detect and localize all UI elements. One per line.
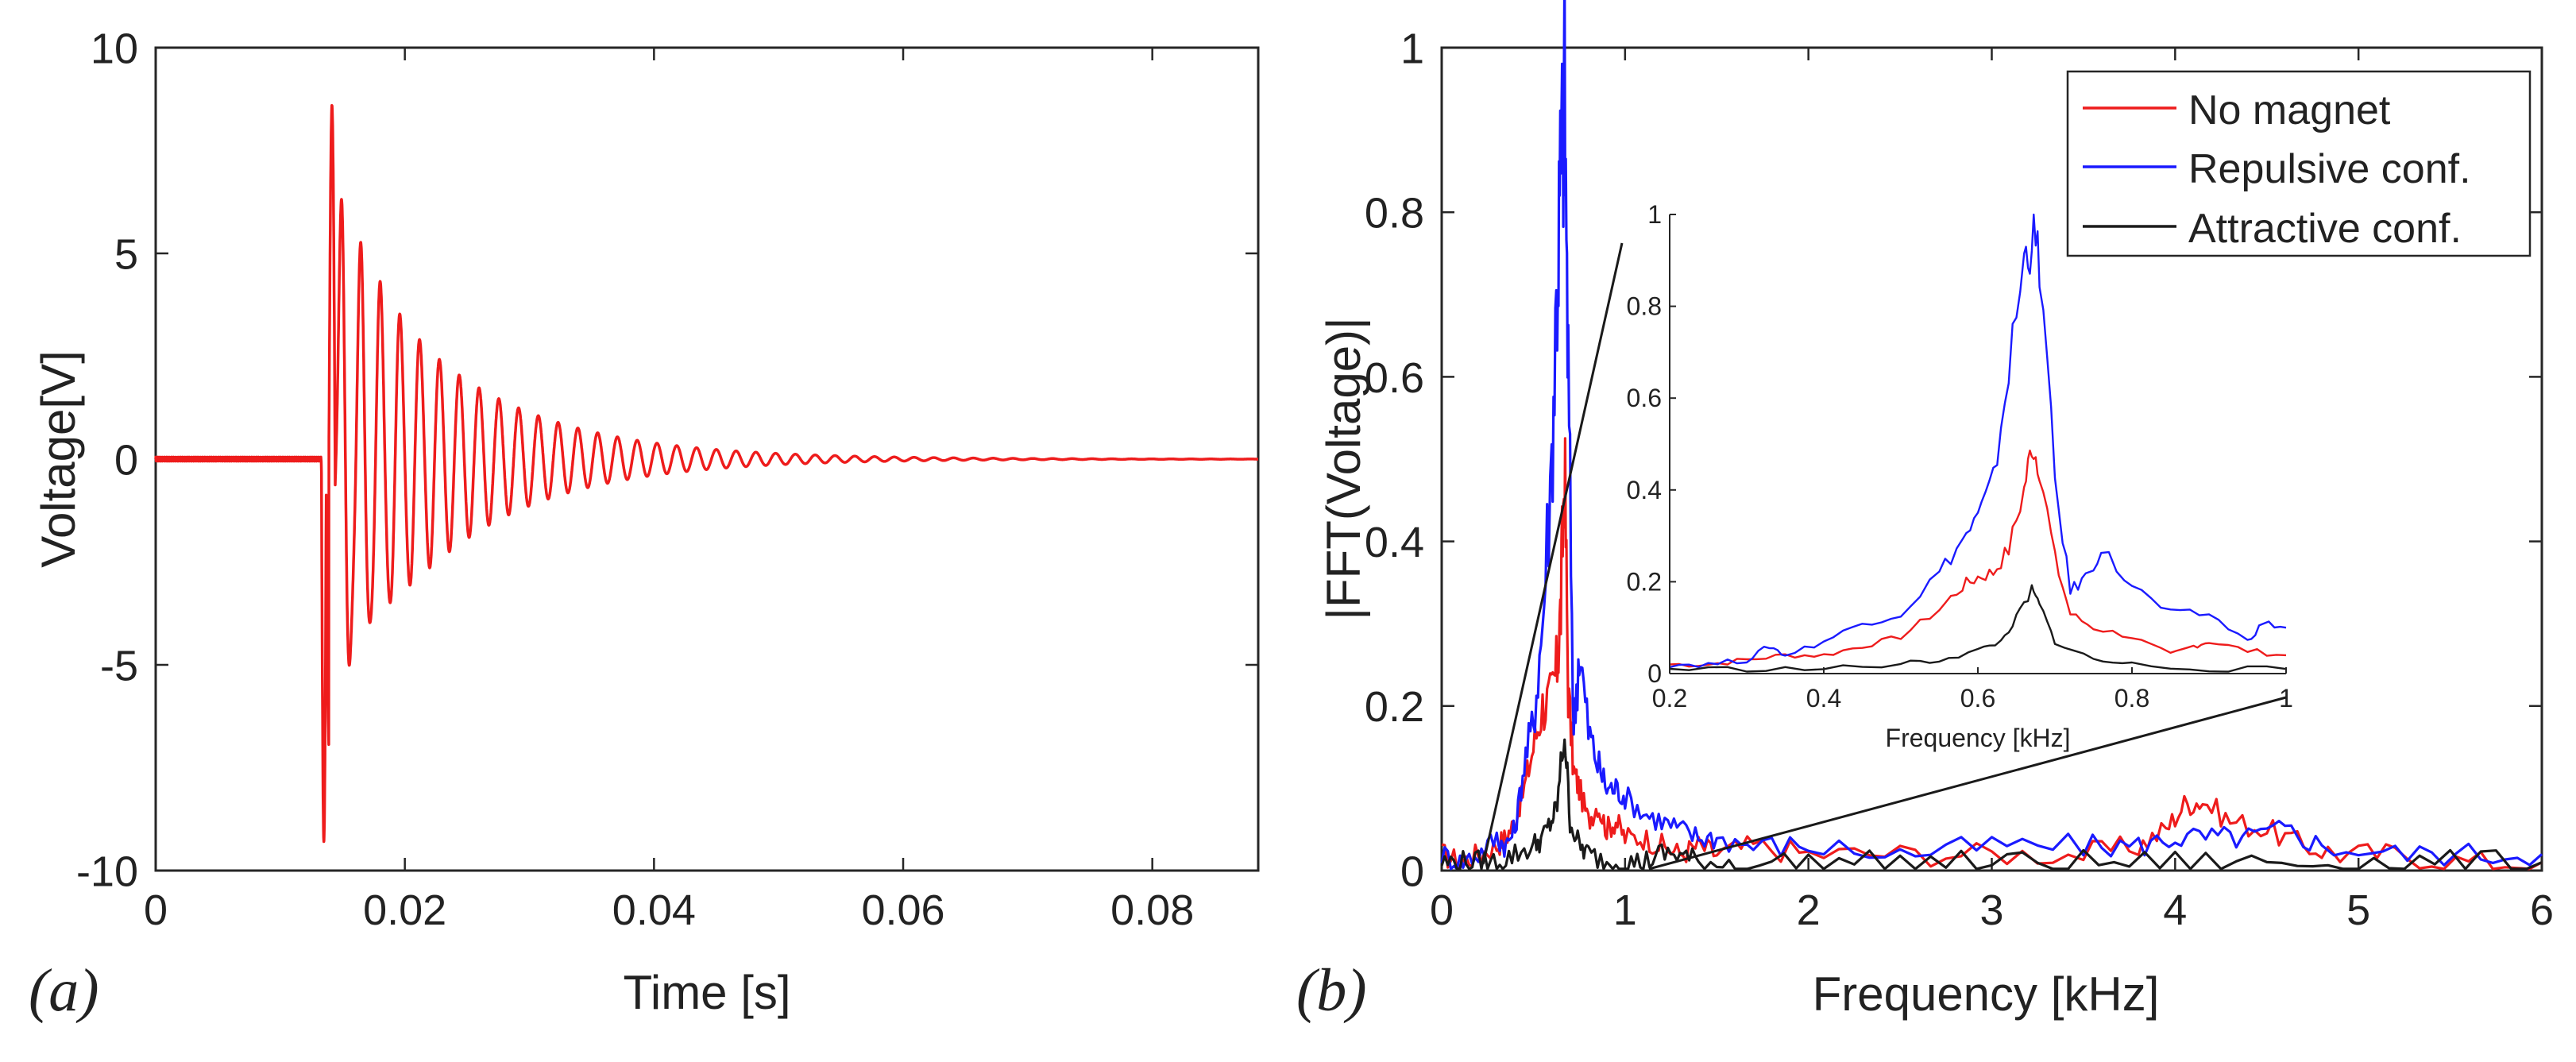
- x-tick-label: 0.06: [861, 886, 944, 934]
- x-tick-label: 0.02: [363, 886, 446, 934]
- inset-x-tick-label: 0.4: [1806, 684, 1841, 713]
- inset-y-tick-label: 0.2: [1627, 567, 1662, 596]
- x-tick-label: 0: [1430, 886, 1454, 934]
- panel-a-time-signal: 0 0.02 0.04 0.06 0.08 -10 -5 0 5 10 Time [s] Vol…: [29, 25, 1260, 1024]
- y-tick-label: 0: [1400, 848, 1424, 895]
- inset-y-tick-label: 0.8: [1627, 292, 1662, 321]
- panel-b-y-axis-label: |FFT(Voltage)|: [1317, 317, 1370, 620]
- series-line-no-magnet: [1441, 437, 2543, 871]
- x-tick-label: 0.08: [1110, 886, 1194, 934]
- y-tick-label: 0: [114, 436, 138, 484]
- panel-a-tag: (a): [29, 957, 99, 1024]
- zoom-line-left: [1481, 242, 1624, 865]
- inset-series-line-no-magnet: [1669, 450, 2287, 668]
- legend-label-repulsive: Repulsive conf.: [2188, 146, 2471, 192]
- inset-y-tick-label: 0: [1647, 659, 1662, 688]
- x-tick-label: 4: [2163, 886, 2187, 934]
- inset-y-tick-label: 1: [1647, 200, 1662, 229]
- inset-y-tick-label: 0.4: [1627, 476, 1662, 504]
- zoom-line-right: [1648, 696, 2287, 871]
- series-line-attractive-conf-: [1440, 738, 2543, 871]
- x-tick-label: 1: [1613, 886, 1637, 934]
- x-tick-label: 3: [1979, 886, 2003, 934]
- inset-axes: 0.2 0.4 0.6 0.8 100.20.40.60.81: [1627, 200, 2293, 713]
- y-tick-label: -5: [100, 642, 138, 689]
- y-tick-label: 0.4: [1365, 519, 1424, 566]
- inset-series-line-repulsive-conf-: [1669, 213, 2287, 669]
- legend: No magnet Repulsive conf. Attractive con…: [2066, 70, 2532, 257]
- inset-zoom-plot: 0.2 0.4 0.6 0.8 100.20.40.60.81 Frequency [k…: [1627, 200, 2293, 752]
- series-line-repulsive-conf-: [1440, 0, 2543, 871]
- y-tick-label: -10: [76, 848, 138, 895]
- inset-x-tick-label: 1: [2279, 684, 2293, 713]
- panel-b-tag: (b): [1296, 957, 1367, 1024]
- panel-a-x-axis-label: Time [s]: [623, 966, 790, 1019]
- panel-b-series: [1440, 0, 2543, 871]
- panel-a-y-ticks: -10 -5 0 5 10: [76, 25, 1258, 895]
- panel-b-y-ticks: 00.20.40.60.81: [1365, 25, 2542, 895]
- inset-series-line-attractive-conf-: [1669, 584, 2287, 673]
- y-tick-label: 1: [1400, 25, 1424, 72]
- x-tick-label: 5: [2346, 886, 2370, 934]
- inset-x-tick-label: 0.6: [1960, 684, 1995, 713]
- inset-zoom-lines: [1481, 242, 2287, 871]
- legend-label-no-magnet: No magnet: [2188, 87, 2391, 133]
- legend-label-attractive: Attractive conf.: [2188, 206, 2462, 252]
- inset-background: [1670, 214, 2286, 674]
- inset-y-tick-label: 0.6: [1627, 384, 1662, 412]
- inset-series: [1669, 213, 2287, 673]
- x-tick-label: 2: [1797, 886, 1821, 934]
- inset-x-tick-label: 0.8: [2114, 684, 2149, 713]
- x-tick-label: 0: [144, 886, 168, 934]
- inset-x-axis-label: Frequency [kHz]: [1886, 724, 2071, 752]
- x-tick-label: 0.04: [612, 886, 696, 934]
- y-tick-label: 0.8: [1365, 190, 1424, 238]
- y-tick-label: 0.6: [1365, 354, 1424, 402]
- y-tick-label: 5: [114, 230, 138, 278]
- panel-a-x-ticks: 0 0.02 0.04 0.06 0.08: [144, 48, 1194, 934]
- y-tick-label: 0.2: [1365, 683, 1424, 731]
- panel-a-voltage-trace: [154, 103, 1260, 844]
- x-tick-label: 6: [2530, 886, 2554, 934]
- inset-x-tick-label: 0.2: [1652, 684, 1687, 713]
- panel-a-y-axis-label: Voltage[V]: [32, 350, 85, 568]
- panel-b-x-ticks: 0 1 2 3 4 5 6: [1430, 48, 2554, 934]
- panel-b-x-axis-label: Frequency [kHz]: [1813, 967, 2160, 1021]
- y-tick-label: 10: [91, 25, 138, 72]
